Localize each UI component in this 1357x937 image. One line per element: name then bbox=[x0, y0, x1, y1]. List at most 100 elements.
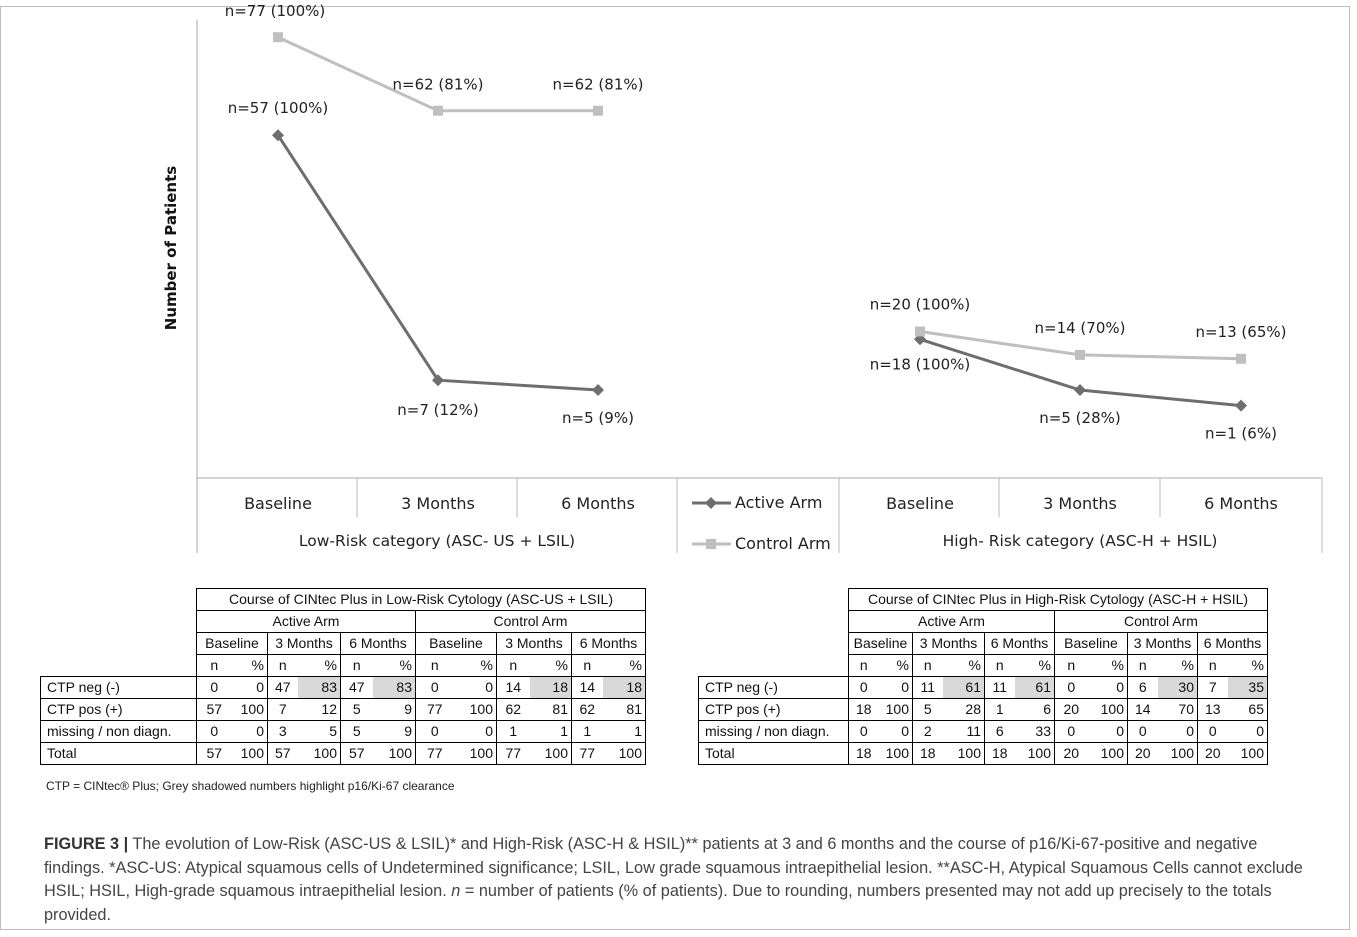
row-label: CTP neg (-) bbox=[40, 676, 197, 699]
corner-cell bbox=[41, 655, 197, 677]
table-cell: 1 bbox=[984, 698, 1015, 721]
table-cell: 100 bbox=[231, 742, 268, 765]
table-cell: 62 bbox=[496, 698, 530, 721]
table-cell: 0 bbox=[1087, 720, 1128, 743]
tick-label-1-0: Baseline bbox=[886, 494, 954, 513]
table-cell: 47 bbox=[267, 676, 298, 699]
data-label-1-1-1: n=14 (70%) bbox=[1035, 319, 1126, 337]
caption-label: FIGURE 3 | bbox=[44, 835, 129, 853]
table-cell: 57 bbox=[340, 742, 373, 765]
table-cell: 5 bbox=[340, 720, 373, 743]
timepoint-header: 3 Months bbox=[267, 632, 341, 655]
timepoint-header: Baseline bbox=[415, 632, 497, 655]
table-cell: 77 bbox=[415, 698, 454, 721]
caption-italic-n: n bbox=[451, 882, 461, 900]
data-label-0-1-2: n=62 (81%) bbox=[553, 76, 644, 94]
corner-cell bbox=[41, 589, 197, 611]
table-cell: 9 bbox=[372, 698, 416, 721]
table-cell: 100 bbox=[453, 698, 497, 721]
table-cell: 14 bbox=[1127, 698, 1158, 721]
active-arm-marker-0-1 bbox=[432, 374, 444, 387]
timepoint-header: 3 Months bbox=[1127, 632, 1198, 655]
low-risk-table: Course of CINtec Plus in Low-Risk Cytolo… bbox=[40, 588, 646, 765]
n-subheader: n bbox=[1127, 654, 1158, 677]
n-subheader: n bbox=[340, 654, 373, 677]
table-cell: 18 bbox=[848, 698, 879, 721]
data-label-0-0-1: n=7 (12%) bbox=[397, 401, 478, 419]
pct-subheader: % bbox=[878, 654, 913, 677]
table-cell: 77 bbox=[571, 742, 603, 765]
pct-subheader: % bbox=[1227, 654, 1268, 677]
table-cell: 1 bbox=[496, 720, 530, 743]
row-label: missing / non diagn. bbox=[698, 720, 849, 743]
table-cell: 5 bbox=[340, 698, 373, 721]
legend-label-1: Control Arm bbox=[735, 534, 831, 553]
row-label: missing / non diagn. bbox=[40, 720, 197, 743]
table-cell: 6 bbox=[984, 720, 1015, 743]
table-cell: 18 bbox=[848, 742, 879, 765]
table-cell: 0 bbox=[231, 676, 268, 699]
control-arm-marker-1-2 bbox=[1236, 353, 1246, 364]
corner-cell bbox=[41, 633, 197, 655]
n-subheader: n bbox=[1197, 654, 1228, 677]
active-arm-marker-1-1 bbox=[1074, 384, 1086, 396]
control-arm-marker-1-1 bbox=[1075, 349, 1085, 360]
table-cell: 20 bbox=[1054, 698, 1088, 721]
timepoint-header: Baseline bbox=[1054, 632, 1128, 655]
table-cell: 20 bbox=[1127, 742, 1158, 765]
table-cell: 18 bbox=[602, 676, 646, 699]
data-label-1-0-0: n=18 (100%) bbox=[870, 355, 971, 373]
table-cell: 83 bbox=[297, 676, 341, 699]
active-arm-marker-0-0 bbox=[272, 129, 284, 142]
table-cell: 14 bbox=[571, 676, 603, 699]
n-subheader: n bbox=[496, 654, 530, 677]
row-label: CTP pos (+) bbox=[40, 698, 197, 721]
table-cell: 100 bbox=[297, 742, 341, 765]
arm-header: Active Arm bbox=[196, 610, 416, 633]
table-cell: 14 bbox=[496, 676, 530, 699]
data-label-0-0-2: n=5 (9%) bbox=[562, 409, 634, 427]
table-cell: 11 bbox=[942, 720, 985, 743]
table-cell: 77 bbox=[496, 742, 530, 765]
timepoint-header: 6 Months bbox=[984, 632, 1055, 655]
table-cell: 0 bbox=[878, 720, 913, 743]
pct-subheader: % bbox=[453, 654, 497, 677]
table-cell: 57 bbox=[267, 742, 298, 765]
data-label-1-0-2: n=1 (6%) bbox=[1205, 425, 1277, 443]
table-cell: 0 bbox=[1087, 676, 1128, 699]
tick-label-1-2: 6 Months bbox=[1204, 494, 1278, 513]
group-label-1: High- Risk category (ASC-H + HSIL) bbox=[943, 532, 1218, 550]
table-cell: 35 bbox=[1227, 676, 1268, 699]
arm-header: Active Arm bbox=[848, 610, 1055, 633]
group-label-0: Low-Risk category (ASC- US + LSIL) bbox=[299, 532, 575, 550]
table-cell: 7 bbox=[1197, 676, 1228, 699]
legend-label-0: Active Arm bbox=[735, 493, 822, 512]
table-cell: 33 bbox=[1014, 720, 1055, 743]
pct-subheader: % bbox=[297, 654, 341, 677]
data-label-0-1-0: n=77 (100%) bbox=[225, 2, 326, 20]
legend-marker-control bbox=[706, 539, 716, 549]
table-cell: 77 bbox=[415, 742, 454, 765]
table-cell: 18 bbox=[912, 742, 943, 765]
table-cell: 61 bbox=[942, 676, 985, 699]
table-cell: 0 bbox=[1054, 676, 1088, 699]
corner-cell bbox=[699, 655, 849, 677]
control-arm-marker-0-1 bbox=[433, 105, 443, 116]
table-cell: 11 bbox=[984, 676, 1015, 699]
corner-cell bbox=[699, 589, 849, 611]
table-cell: 100 bbox=[1087, 742, 1128, 765]
n-subheader: n bbox=[415, 654, 454, 677]
table-cell: 0 bbox=[196, 720, 232, 743]
n-subheader: n bbox=[571, 654, 603, 677]
table-cell: 0 bbox=[1227, 720, 1268, 743]
table-cell: 0 bbox=[453, 676, 497, 699]
table-cell: 0 bbox=[196, 676, 232, 699]
timepoint-header: Baseline bbox=[196, 632, 268, 655]
tick-label-0-1: 3 Months bbox=[401, 494, 475, 513]
table-cell: 6 bbox=[1127, 676, 1158, 699]
table-cell: 0 bbox=[231, 720, 268, 743]
n-subheader: n bbox=[848, 654, 879, 677]
table-cell: 18 bbox=[529, 676, 572, 699]
table-title: Course of CINtec Plus in Low-Risk Cytolo… bbox=[196, 588, 646, 611]
table-cell: 47 bbox=[340, 676, 373, 699]
